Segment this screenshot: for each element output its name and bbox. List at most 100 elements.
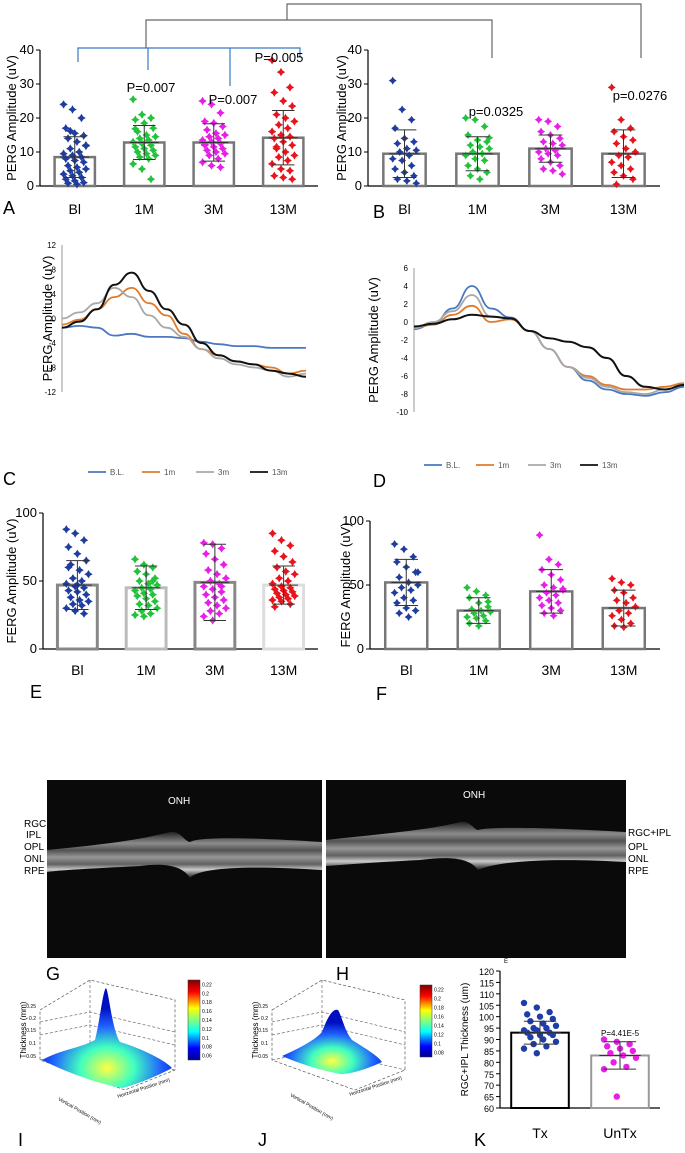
data-point [146,175,156,184]
data-point [535,593,544,602]
colorbar-tick-label: 0.18 [202,1000,212,1006]
data-point [407,161,416,170]
data-point [484,597,493,606]
legend-label: 3m [550,461,561,470]
ylabel-i: Vertical Position (mm) [57,1097,102,1127]
data-point [220,149,230,158]
y-tick-label: 4 [52,290,57,299]
y-tick-label: 65 [484,1093,494,1103]
data-point [62,525,71,534]
data-point [219,595,228,605]
panel-label-g: G [46,964,60,984]
data-point [270,171,279,180]
data-point [130,610,140,620]
data-point [137,164,147,174]
data-point [281,147,290,157]
data-point [549,611,558,620]
data-point [281,590,290,599]
x-category-label: 13M [610,201,637,217]
series-line-13m [413,313,685,391]
y-tick-label: 0 [30,641,37,656]
data-point [135,599,144,609]
y-axis-label: PERG Amplitude (uV) [366,277,381,403]
thickness-map-i: Thickness (mm) 0.25 0.2 0.15 0.1 0.05 Ve… [18,979,212,1150]
data-point [270,88,279,97]
data-point [128,95,138,104]
data-point [412,146,421,155]
data-point [388,154,397,163]
x-category-label: 1M [468,201,487,217]
data-point [272,563,282,572]
data-point [207,137,216,146]
data-point [62,579,71,588]
data-point [558,141,567,150]
panel-label-e: E [30,682,42,702]
data-point [81,141,91,151]
colorbar-i [187,979,201,1061]
data-point [68,574,78,583]
data-point [549,583,558,592]
data-point [77,576,86,586]
data-point [215,609,224,618]
y-tick-label: 105 [479,1001,494,1011]
data-point [144,135,153,145]
data-point [72,180,82,189]
data-point [556,575,565,584]
data-point [214,134,223,143]
data-point [392,558,401,566]
data-point [544,149,553,158]
y-tick-label: -4 [401,354,409,363]
x-category-label: UnTx [603,1125,636,1141]
colorbar-tick-label: 0.1 [202,1036,209,1042]
data-point [399,593,408,602]
data-point [283,156,292,165]
data-point [548,166,557,175]
data-point [626,165,635,173]
colorbar-tick-label: 0.12 [202,1027,212,1033]
chart-c: 12 8 4 0 -4 -8 -12 PERG Amplitude (uV) B.L. 1m 3m 1… [3,241,307,489]
y-tick-label: 2 [404,300,409,309]
data-point [218,144,227,153]
data-point [133,127,142,136]
panel-label-b: B [373,202,385,222]
data-point [549,1031,556,1039]
oct-g-layer-rpe: RPE [24,866,45,877]
data-point [149,124,158,133]
y-tick-label: 40 [20,42,34,57]
data-point [212,601,222,610]
data-point [270,585,279,594]
series-line-bl [413,285,685,397]
data-point [71,582,80,591]
data-point [481,591,490,600]
data-point [208,585,217,594]
data-point [527,1034,534,1041]
data-point [275,593,284,602]
data-point [404,613,413,621]
data-point [558,170,567,179]
y-tick-label: 90 [484,1036,494,1046]
x-category-label: Bl [71,662,83,678]
data-point [463,583,472,592]
data-point [626,1040,633,1048]
data-point [290,117,299,126]
data-point [466,141,475,150]
oct-g-retina [47,831,322,878]
data-point [201,590,211,599]
legend-label: 13m [602,461,618,470]
y-axis-label: FERG Amplitude (uV) [4,519,19,644]
data-point [475,175,484,184]
data-point [390,540,399,548]
data-point [68,171,77,180]
ztick-j-1: 0.2 [261,1016,268,1022]
data-point [272,589,282,598]
data-point [631,148,640,156]
data-point [135,134,144,143]
legend-label: 13m [272,468,288,477]
data-point [549,1015,556,1023]
significance-brackets [77,3,642,86]
data-point [288,175,297,184]
data-point [199,538,208,548]
data-point [66,593,75,602]
oct-g-layer-opl: OPL [24,842,44,853]
data-point [461,114,470,122]
